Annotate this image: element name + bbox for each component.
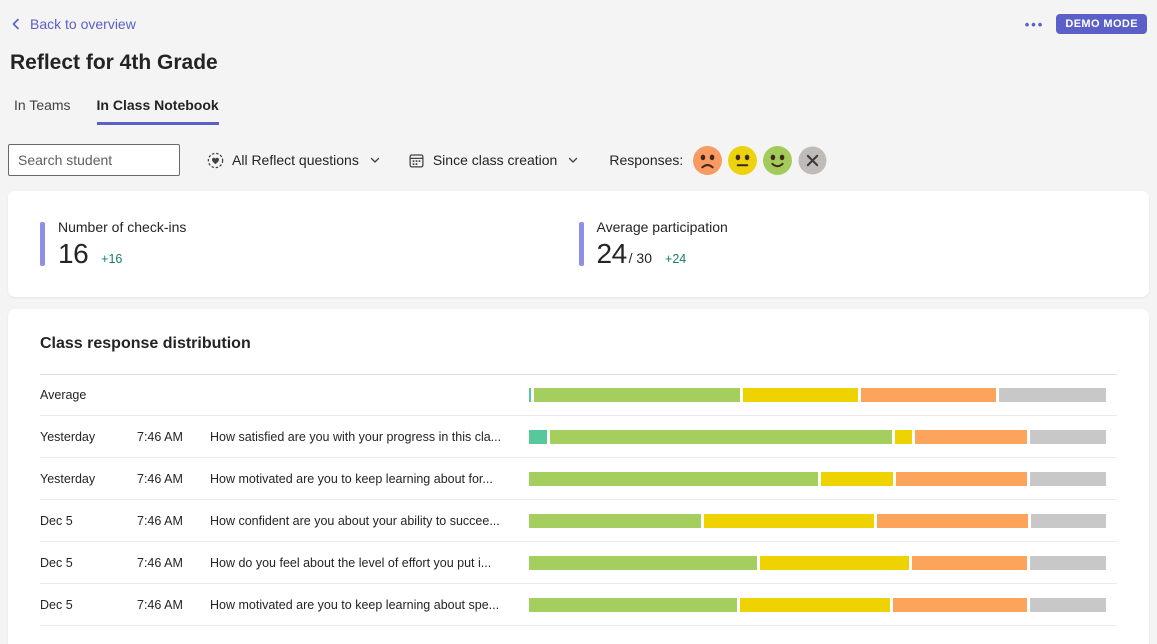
bar-segment-yellow bbox=[760, 555, 909, 570]
row-date: Yesterday bbox=[40, 429, 96, 444]
stat-total: / 30 bbox=[628, 249, 653, 266]
distribution-title: Class response distribution bbox=[40, 335, 251, 352]
top-bar: Back to overview ••• DEMO MODE bbox=[8, 12, 1149, 36]
response-filter-happy[interactable] bbox=[763, 145, 793, 175]
row-bar bbox=[529, 471, 1107, 486]
bar-segment-green bbox=[549, 429, 893, 444]
stat-accent-bar bbox=[578, 222, 584, 266]
bar-segment-mint bbox=[529, 388, 532, 402]
stat-accent-bar bbox=[40, 222, 45, 266]
stat-value: 24 bbox=[596, 237, 628, 269]
response-filter-neutral[interactable] bbox=[728, 145, 758, 175]
stat-value: 16 bbox=[58, 237, 89, 269]
bar-segment-green bbox=[529, 471, 818, 486]
row-time: 7:46 AM bbox=[137, 555, 183, 570]
back-chevron-icon bbox=[10, 18, 22, 30]
row-question: How confident are you about your ability… bbox=[210, 513, 500, 528]
bar-segment-orange bbox=[893, 597, 1027, 612]
row-bar bbox=[529, 388, 1106, 402]
filter-bar: All Reflect questions Since class creati… bbox=[8, 144, 1149, 176]
table-row[interactable]: Dec 5 7:46 AM How motivated are you to k… bbox=[40, 584, 1117, 626]
reflect-questions-dropdown[interactable]: All Reflect questions bbox=[207, 152, 381, 169]
stat-label: Number of check-ins bbox=[58, 218, 187, 235]
stat-delta: +24 bbox=[665, 251, 687, 266]
row-question: How motivated are you to keep learning a… bbox=[210, 597, 500, 612]
table-row[interactable]: Dec 5 7:46 AM How confident are you abou… bbox=[40, 500, 1117, 542]
more-options-button[interactable]: ••• bbox=[1024, 16, 1045, 32]
row-bar bbox=[529, 513, 1106, 528]
row-bar bbox=[529, 597, 1106, 612]
bar-segment-green bbox=[529, 555, 758, 570]
table-row[interactable]: Average bbox=[40, 374, 1117, 416]
chevron-down-icon bbox=[369, 154, 381, 166]
date-range-dropdown[interactable]: Since class creation bbox=[408, 152, 580, 169]
bar-segment-gray bbox=[1029, 597, 1106, 612]
row-time: 7:46 AM bbox=[137, 429, 183, 444]
bar-segment-yellow bbox=[703, 513, 874, 528]
table-row[interactable]: Yesterday 7:46 AM How motivated are you … bbox=[40, 458, 1117, 500]
reflect-heart-icon bbox=[207, 152, 224, 169]
bar-segment-gray bbox=[999, 388, 1106, 402]
back-link[interactable]: Back to overview bbox=[10, 16, 136, 32]
table-row[interactable]: Dec 5 7:46 AM How do you feel about the … bbox=[40, 542, 1117, 584]
stat-participation: Average participation 24 / 30 +24 bbox=[578, 218, 1118, 270]
response-filter-clear[interactable] bbox=[798, 146, 827, 175]
row-time: 7:46 AM bbox=[137, 513, 183, 528]
bar-segment-yellow bbox=[895, 429, 912, 444]
chevron-down-icon bbox=[567, 154, 579, 166]
bar-segment-orange bbox=[911, 555, 1027, 570]
row-time: 7:46 AM bbox=[137, 597, 183, 612]
bar-segment-gray bbox=[1029, 429, 1107, 444]
responses-label: Responses: bbox=[609, 152, 684, 168]
table-row[interactable]: Yesterday 7:46 AM How satisfied are you … bbox=[40, 416, 1117, 458]
bar-segment-yellow bbox=[740, 597, 891, 612]
row-time: 7:46 AM bbox=[137, 471, 183, 486]
calendar-icon bbox=[408, 152, 425, 169]
stat-checkins: Number of check-ins 16 +16 bbox=[40, 219, 579, 270]
date-range-label: Since class creation bbox=[432, 152, 558, 168]
bar-segment-gray bbox=[1029, 471, 1107, 486]
bar-segment-yellow bbox=[820, 471, 893, 486]
stat-label: Average participation bbox=[596, 218, 728, 235]
row-date: Dec 5 bbox=[40, 597, 73, 612]
bar-segment-green bbox=[529, 597, 738, 612]
tab-bar: In Teams In Class Notebook bbox=[8, 97, 1149, 125]
row-question: How motivated are you to keep learning a… bbox=[210, 471, 493, 486]
row-bar bbox=[529, 555, 1106, 570]
row-date: Dec 5 bbox=[40, 555, 73, 570]
search-input[interactable] bbox=[8, 144, 180, 176]
row-bar bbox=[529, 429, 1107, 444]
bar-segment-gray bbox=[1029, 555, 1106, 570]
bar-segment-orange bbox=[860, 388, 997, 402]
bar-segment-orange bbox=[895, 471, 1027, 486]
stat-delta: +16 bbox=[101, 251, 123, 266]
row-question: How satisfied are you with your progress… bbox=[210, 429, 502, 444]
page-title: Reflect for 4th Grade bbox=[10, 51, 218, 74]
response-filter-sad[interactable] bbox=[693, 145, 723, 175]
distribution-table: Average Yesterday 7:46 AM How satisfied … bbox=[40, 374, 1117, 626]
row-date: Average bbox=[40, 388, 87, 402]
bar-segment-mint bbox=[529, 429, 547, 444]
distribution-card: Class response distribution Average Yest… bbox=[8, 309, 1149, 644]
bar-segment-orange bbox=[876, 513, 1028, 528]
bar-segment-gray bbox=[1030, 513, 1106, 528]
back-link-label: Back to overview bbox=[30, 16, 136, 32]
tab-in-class-notebook[interactable]: In Class Notebook bbox=[96, 97, 219, 125]
row-date: Yesterday bbox=[40, 471, 96, 486]
bar-segment-green bbox=[529, 513, 701, 528]
bar-segment-yellow bbox=[742, 388, 858, 402]
bar-segment-orange bbox=[914, 429, 1027, 444]
row-date: Dec 5 bbox=[40, 513, 73, 528]
bar-segment-green bbox=[534, 388, 740, 402]
responses-filter: Responses: bbox=[609, 145, 827, 175]
stats-card: Number of check-ins 16 +16 Average parti… bbox=[8, 191, 1149, 297]
reflect-questions-label: All Reflect questions bbox=[232, 152, 359, 168]
row-question: How do you feel about the level of effor… bbox=[210, 555, 492, 570]
tab-in-teams[interactable]: In Teams bbox=[14, 97, 71, 113]
demo-mode-badge: DEMO MODE bbox=[1056, 14, 1147, 34]
